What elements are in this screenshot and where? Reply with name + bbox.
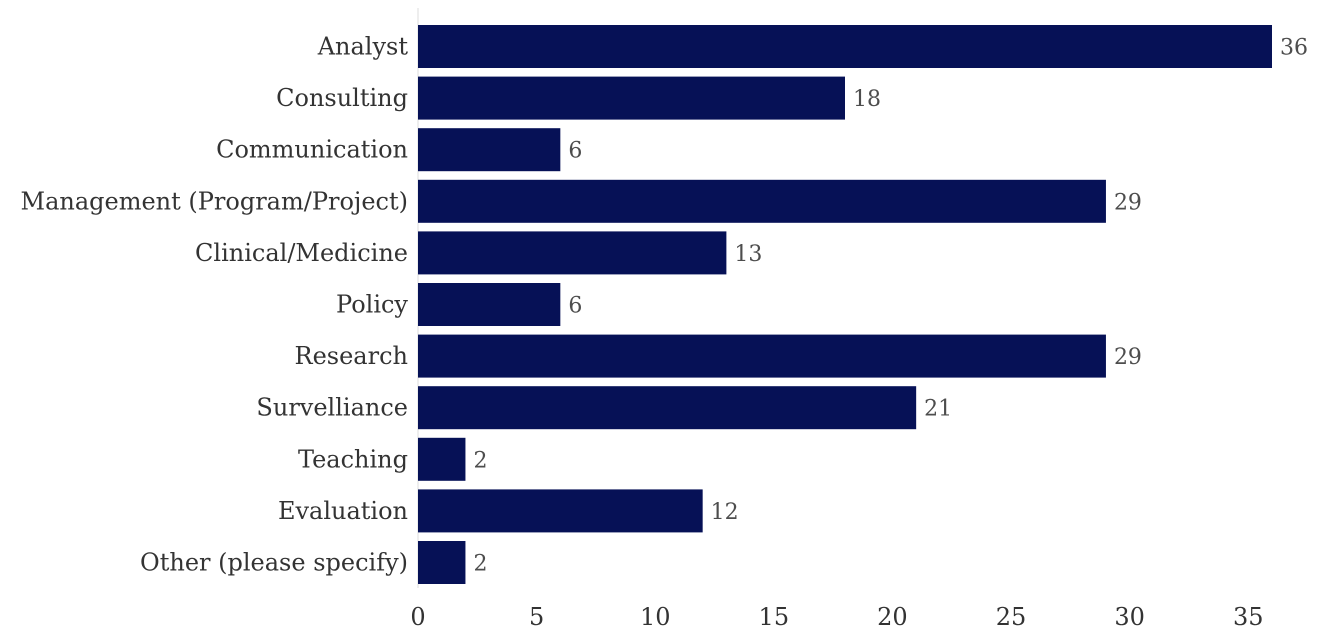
x-tick-label-10: 10: [640, 603, 671, 631]
value-label-teaching: 2: [473, 448, 487, 473]
category-label-survelliance: Survelliance: [256, 394, 408, 422]
x-axis-ticks: 0 5 10 15 20 25 30 35: [410, 603, 1263, 631]
bar-evaluation: [418, 489, 703, 533]
category-labels: Analyst Consulting Communication Management…: [21, 33, 409, 577]
category-label-policy: Policy: [336, 291, 408, 319]
value-label-evaluation: 12: [711, 500, 739, 525]
bar-communication: [418, 128, 561, 172]
value-label-management-program-project: 29: [1114, 190, 1142, 215]
bar-clinical-medicine: [418, 231, 727, 275]
bar-analyst: [418, 25, 1272, 68]
x-tick-label-5: 5: [529, 603, 544, 631]
bar-teaching: [418, 437, 466, 481]
bar-other-please-specify: [418, 541, 466, 584]
category-label-communication: Communication: [216, 136, 408, 164]
category-label-research: Research: [295, 342, 408, 370]
x-tick-label-30: 30: [1114, 603, 1145, 631]
value-label-communication: 6: [568, 139, 582, 164]
bar-management-program-project: [418, 179, 1106, 223]
value-labels: 36 18 6 29 13 6 29 21 2 12 2: [473, 36, 1308, 577]
value-label-consulting: 18: [853, 87, 881, 112]
value-label-clinical-medicine: 13: [734, 242, 762, 267]
category-label-teaching: Teaching: [298, 445, 408, 473]
x-tick-label-0: 0: [410, 603, 425, 631]
value-label-analyst: 36: [1280, 36, 1308, 61]
x-tick-label-35: 35: [1233, 603, 1264, 631]
bars-group: [418, 25, 1272, 584]
x-tick-label-25: 25: [996, 603, 1027, 631]
category-label-other-please-specify: Other (please specify): [140, 549, 408, 577]
bar-research: [418, 334, 1106, 378]
category-label-clinical-medicine: Clinical/Medicine: [195, 239, 408, 267]
bar-policy: [418, 283, 561, 326]
category-label-management-program-project: Management (Program/Project): [21, 187, 409, 215]
category-label-evaluation: Evaluation: [278, 497, 408, 525]
category-label-consulting: Consulting: [276, 84, 408, 112]
category-label-analyst: Analyst: [317, 33, 409, 61]
x-tick-label-15: 15: [759, 603, 790, 631]
bar-survelliance: [418, 386, 917, 430]
value-label-other-please-specify: 2: [473, 552, 487, 577]
bar-consulting: [418, 76, 845, 120]
x-tick-label-20: 20: [877, 603, 908, 631]
value-label-research: 29: [1114, 345, 1142, 370]
value-label-survelliance: 21: [924, 397, 952, 422]
value-label-policy: 6: [568, 294, 582, 319]
